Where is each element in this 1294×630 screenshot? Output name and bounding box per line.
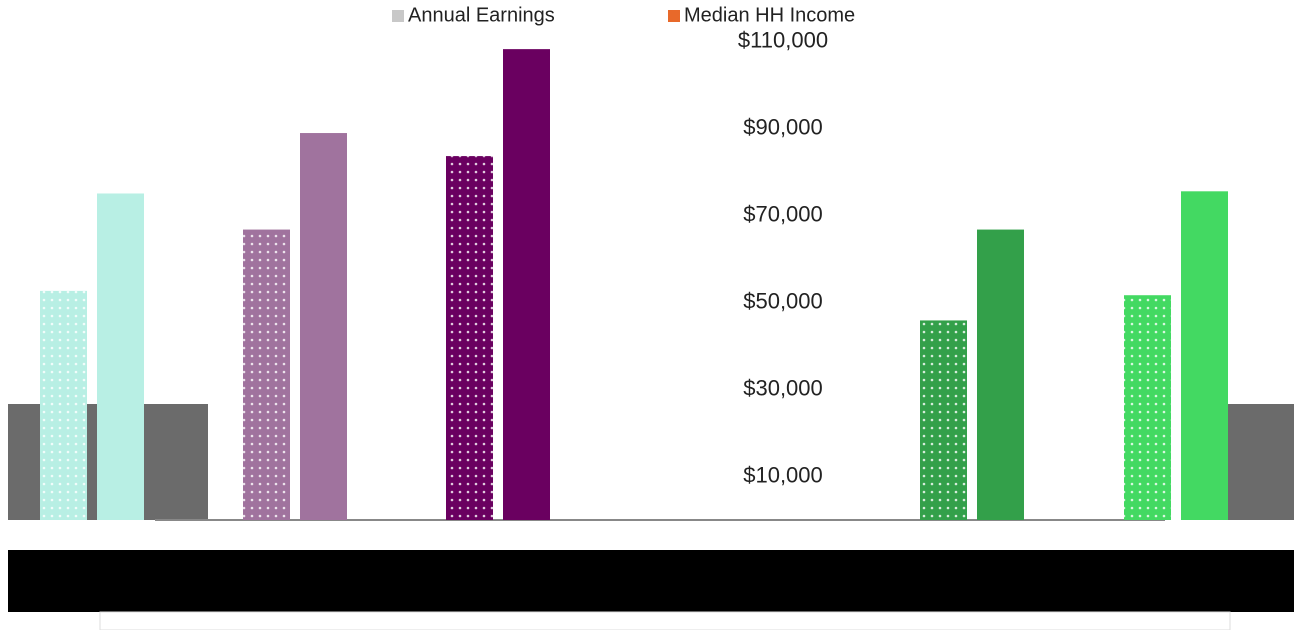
bar [503, 49, 550, 521]
legend: Annual Earnings Median HH Income [392, 4, 855, 26]
bar [97, 193, 144, 520]
bar-pattern [920, 320, 967, 520]
legend-swatch [392, 10, 404, 22]
y-tick-label: $30,000 [743, 375, 823, 400]
y-tick-label: $10,000 [743, 462, 823, 487]
footer-box [99, 611, 1231, 630]
bar [300, 133, 347, 521]
y-tick-label: $90,000 [743, 115, 823, 140]
y-tick-label: $110,000 [738, 28, 828, 53]
bar [1181, 191, 1228, 520]
legend-label: Median HH Income [684, 4, 855, 26]
bar [977, 229, 1024, 520]
y-tick-label: $70,000 [743, 201, 823, 226]
bar-pattern [40, 290, 87, 520]
bar-pattern [243, 229, 290, 520]
bar-pattern [1124, 295, 1171, 520]
y-tick-label: $50,000 [743, 288, 823, 313]
footer-band [8, 550, 1294, 612]
bar-pattern [446, 156, 493, 520]
legend-swatch [668, 10, 680, 22]
legend-label: Annual Earnings [408, 4, 555, 26]
